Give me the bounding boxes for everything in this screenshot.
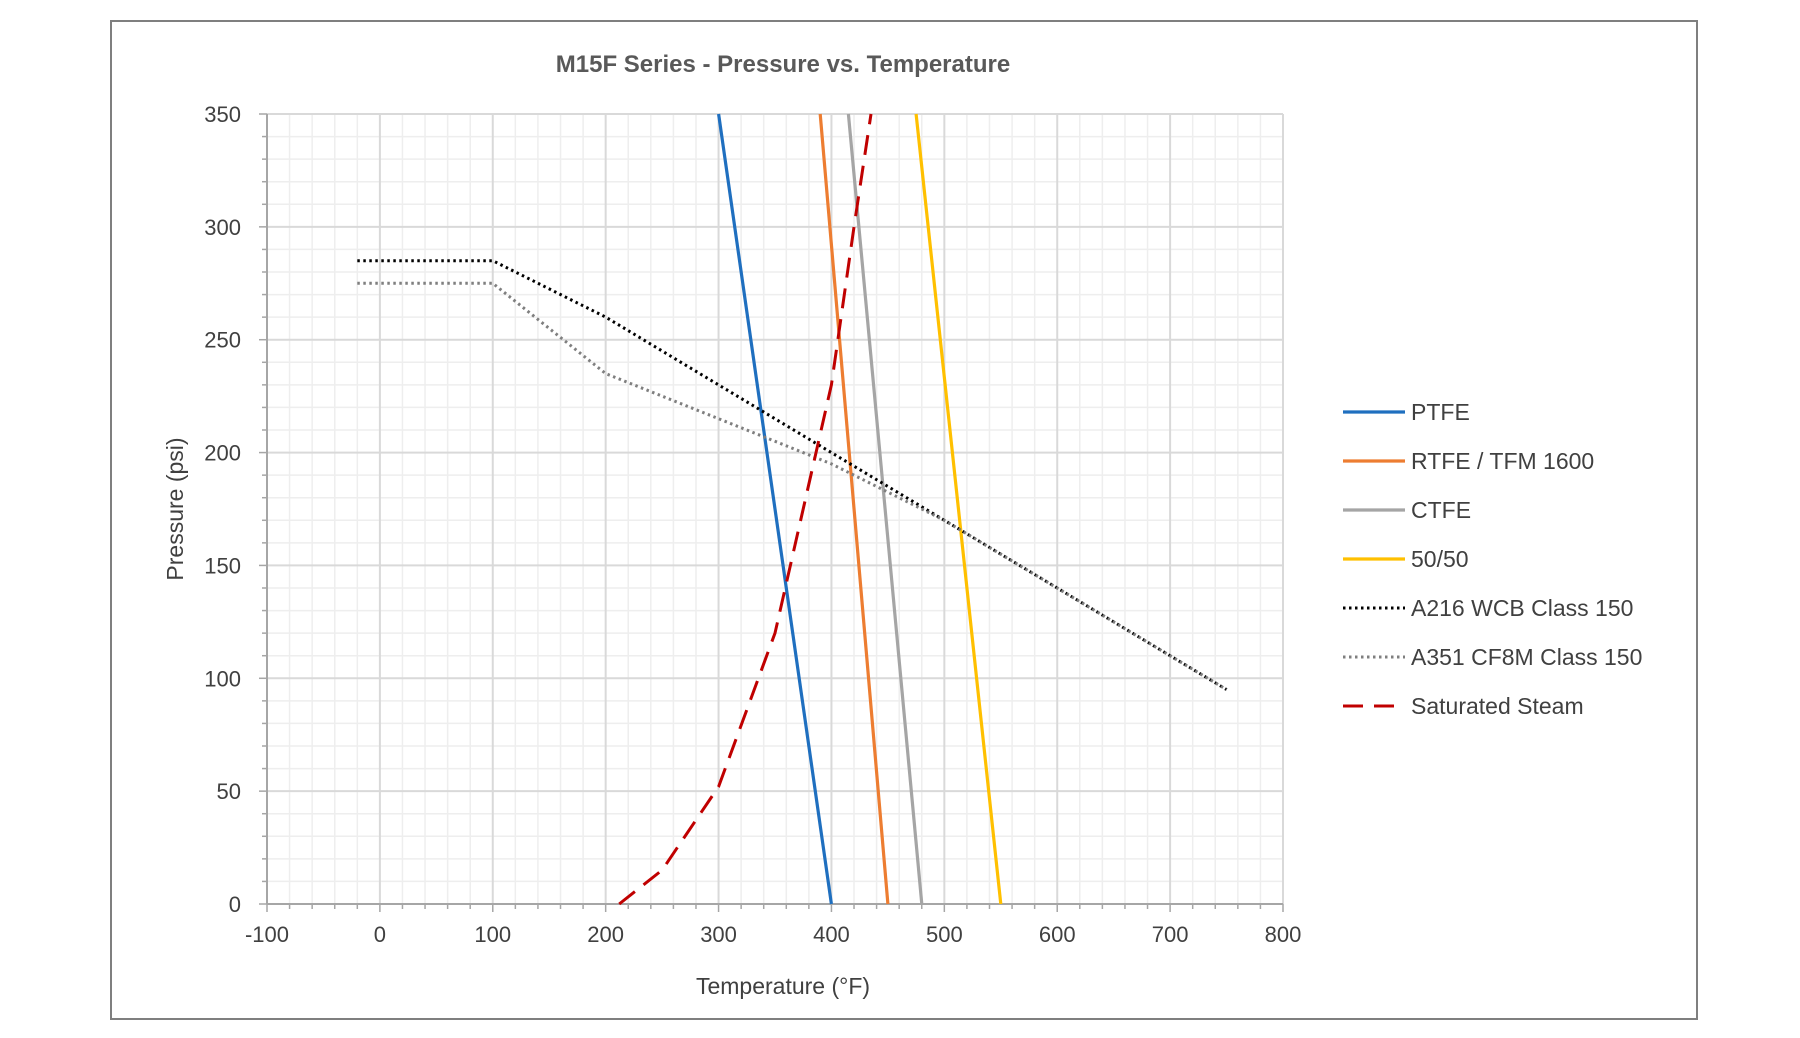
x-tick-label: 600 <box>1039 922 1076 947</box>
minor-gridlines <box>267 114 1283 904</box>
y-tick-labels: 0 50 100 150 200 250 300 350 <box>204 102 241 917</box>
x-tick-label: 200 <box>587 922 624 947</box>
y-tick-label: 200 <box>204 441 241 466</box>
x-axis-title: Temperature (°F) <box>696 973 870 999</box>
x-tick-label: 700 <box>1152 922 1189 947</box>
x-tick-label: 400 <box>813 922 850 947</box>
series-line-2 <box>818 113 890 905</box>
legend: PTFE RTFE / TFM 1600 CTFE 50/50 A216 WCB Cla… <box>1343 399 1642 719</box>
series-line-1 <box>717 113 833 905</box>
series-line-5 <box>357 259 1228 691</box>
y-tick-label: 50 <box>217 779 241 804</box>
series-line-7 <box>618 113 873 906</box>
legend-label-6: A351 CF8M Class 150 <box>1411 644 1642 670</box>
x-tick-labels: -100 0 100 200 300 400 500 600 700 800 <box>245 922 1301 947</box>
legend-label-3: CTFE <box>1411 497 1471 523</box>
legend-label-7: Saturated Steam <box>1411 693 1584 719</box>
x-tick-label: 800 <box>1265 922 1302 947</box>
y-tick-label: 250 <box>204 328 241 353</box>
legend-label-5: A216 WCB Class 150 <box>1411 595 1633 621</box>
legend-label-1: PTFE <box>1411 399 1470 425</box>
legend-label-4: 50/50 <box>1411 546 1469 572</box>
x-tick-label: 500 <box>926 922 963 947</box>
chart-title: M15F Series - Pressure vs. Temperature <box>556 51 1010 78</box>
x-tick-label: 300 <box>700 922 737 947</box>
axes <box>259 113 1284 912</box>
x-tick-label: -100 <box>245 922 289 947</box>
series-line-3 <box>846 113 924 905</box>
y-tick-label: 150 <box>204 553 241 578</box>
x-tick-label: 100 <box>474 922 511 947</box>
series-line-4 <box>914 113 1003 905</box>
y-axis-title: Pressure (psi) <box>162 437 188 580</box>
y-tick-label: 350 <box>204 102 241 127</box>
x-tick-label: 0 <box>374 922 386 947</box>
series-lines <box>357 113 1228 906</box>
y-tick-label: 0 <box>229 892 241 917</box>
legend-label-2: RTFE / TFM 1600 <box>1411 448 1594 474</box>
y-tick-label: 100 <box>204 666 241 691</box>
y-tick-label: 300 <box>204 215 241 240</box>
